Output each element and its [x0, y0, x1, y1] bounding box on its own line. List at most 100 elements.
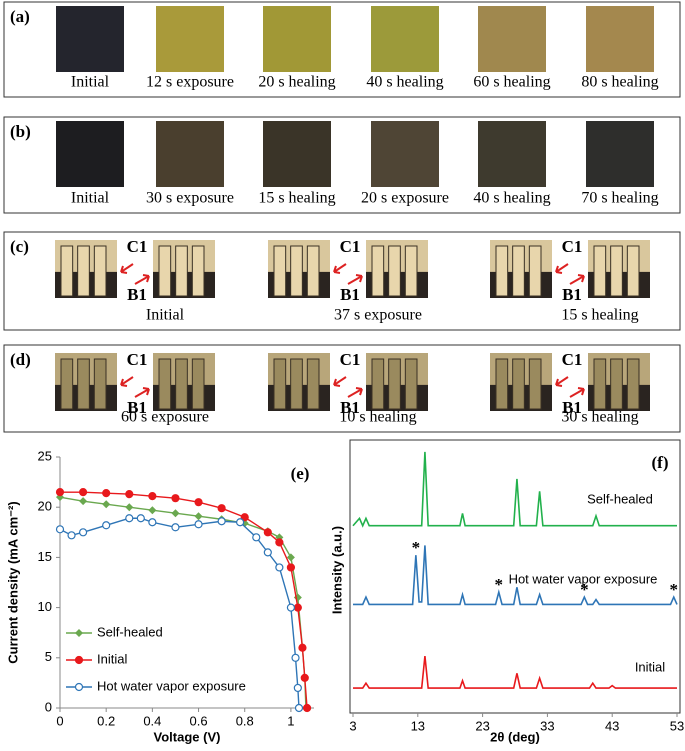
arrow — [555, 376, 569, 387]
device-label: B1 — [562, 285, 582, 304]
point — [286, 553, 295, 562]
electrode — [175, 245, 188, 297]
sample-photo — [586, 6, 654, 72]
device-label: B1 — [127, 285, 147, 304]
point — [286, 563, 296, 572]
electrode — [495, 358, 509, 410]
electrode — [512, 245, 525, 297]
series-line — [353, 656, 677, 689]
point — [194, 520, 203, 529]
y-tick-label: 0 — [45, 699, 52, 714]
series-line — [60, 491, 308, 709]
electrode — [60, 358, 74, 410]
y-tick-label: 25 — [38, 448, 52, 463]
point — [148, 506, 157, 515]
y-tick-label: 5 — [45, 649, 52, 664]
sample-photo — [56, 121, 124, 187]
electrode — [593, 245, 607, 297]
point — [148, 518, 157, 527]
point — [102, 521, 111, 530]
point — [300, 673, 309, 682]
x-tick-label: 0.2 — [97, 713, 115, 728]
legend-marker — [75, 629, 83, 637]
electrode — [610, 245, 623, 297]
photo-caption: 20 s healing — [258, 74, 335, 91]
point — [78, 528, 88, 537]
y-tick-label: 15 — [38, 549, 52, 564]
device-label: C1 — [340, 237, 361, 256]
electrode — [371, 245, 385, 297]
device-label: C1 — [562, 350, 583, 369]
electrode — [290, 358, 303, 410]
point — [67, 531, 76, 540]
point — [194, 512, 203, 521]
electrode — [495, 245, 509, 297]
x-tick-label: 0.4 — [143, 713, 161, 728]
arrow — [347, 387, 363, 398]
electrode — [60, 245, 74, 297]
arrow — [333, 376, 347, 387]
chart-label: (e) — [291, 464, 310, 483]
photo-caption: 40 s healing — [366, 74, 443, 91]
arrow — [134, 274, 150, 285]
electrode — [388, 245, 401, 297]
electrode — [191, 245, 205, 297]
x-tick-label: 23 — [475, 718, 489, 733]
point — [136, 514, 145, 523]
arrow — [569, 274, 585, 285]
panel-frame — [3, 116, 681, 214]
electrode — [528, 245, 542, 297]
photo-caption: 30 s healing — [561, 409, 638, 426]
photo-caption: Initial — [146, 307, 185, 324]
electrode — [306, 245, 320, 297]
electrode — [626, 358, 640, 410]
photo-caption: 20 s exposure — [361, 190, 449, 207]
photo-caption: 80 s healing — [581, 74, 658, 91]
arrow — [134, 387, 150, 398]
point — [286, 603, 296, 612]
arrow — [120, 263, 134, 274]
point — [240, 513, 249, 522]
plot-frame — [349, 439, 681, 714]
point — [55, 525, 65, 534]
x-tick-label: 43 — [605, 718, 619, 733]
point — [148, 492, 157, 501]
sample-photo — [56, 6, 124, 72]
photo-caption: 30 s exposure — [146, 190, 234, 207]
series-line — [352, 451, 677, 528]
electrode — [626, 245, 640, 297]
x-tick-label: 33 — [540, 718, 554, 733]
photo-caption: Initial — [71, 74, 110, 91]
arrow — [333, 263, 347, 274]
point — [102, 489, 111, 498]
x-tick-label: 3 — [349, 718, 356, 733]
sample-photo — [156, 6, 224, 72]
electrode — [93, 245, 107, 297]
x-axis-title: 2θ (deg) — [490, 729, 540, 744]
electrode — [158, 245, 172, 297]
point — [194, 498, 203, 507]
device-label: B1 — [562, 398, 582, 417]
point — [217, 517, 226, 526]
photo-caption: 70 s healing — [581, 190, 658, 207]
sample-photo — [478, 121, 546, 187]
point — [275, 538, 284, 547]
sample-photo — [371, 121, 439, 187]
point — [55, 488, 65, 497]
panel-frame — [3, 1, 681, 98]
point — [171, 509, 180, 518]
point — [302, 703, 312, 713]
point — [263, 528, 272, 537]
device-label: C1 — [340, 350, 361, 369]
sample-photo — [586, 121, 654, 187]
sample-photo — [263, 121, 331, 187]
legend-marker — [74, 655, 84, 665]
electrode — [273, 245, 287, 297]
x-tick-label: 1 — [287, 713, 294, 728]
chart-label: (f) — [652, 453, 669, 472]
point — [294, 703, 304, 713]
y-axis-title: Intensity (a.u.) — [329, 526, 344, 614]
legend-label: Self-healed — [97, 624, 163, 639]
sample-photo — [478, 6, 546, 72]
